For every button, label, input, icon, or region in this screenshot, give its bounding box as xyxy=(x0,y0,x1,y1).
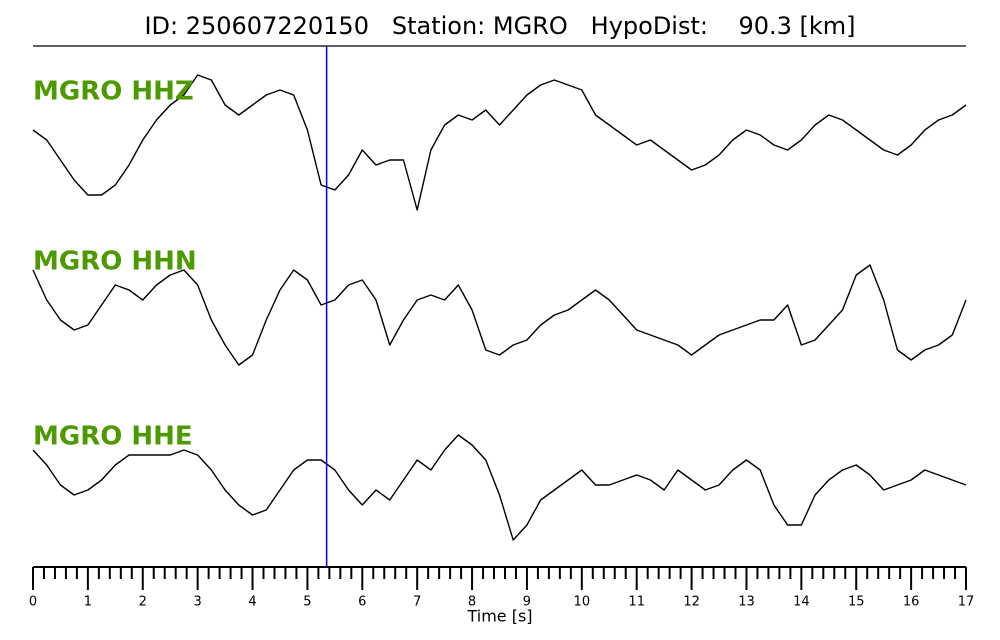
trace-label: MGRO HHZ xyxy=(33,77,194,107)
x-tick-label: 1 xyxy=(84,595,92,610)
trace-label: MGRO HHN xyxy=(33,247,197,277)
x-axis-label: Time [s] xyxy=(466,607,532,626)
x-tick-label: 12 xyxy=(683,595,700,610)
x-tick-label: 3 xyxy=(194,595,202,610)
trace-label: MGRO HHE xyxy=(33,422,193,452)
x-tick-label: 2 xyxy=(139,595,147,610)
x-tick-label: 5 xyxy=(303,595,311,610)
x-tick-label: 17 xyxy=(958,595,975,610)
x-tick-label: 13 xyxy=(738,595,755,610)
chart-title: ID: 250607220150 Station: MGRO HypoDist:… xyxy=(144,12,855,40)
x-tick-label: 14 xyxy=(793,595,810,610)
waveform xyxy=(32,434,967,541)
x-tick-label: 8 xyxy=(468,595,476,610)
x-tick-label: 9 xyxy=(523,595,531,610)
x-tick-label: 11 xyxy=(628,595,645,610)
x-tick-label: 15 xyxy=(848,595,865,610)
x-tick-label: 0 xyxy=(29,595,37,610)
waveform xyxy=(32,74,967,211)
x-tick-label: 10 xyxy=(574,595,591,610)
waveform xyxy=(32,264,967,366)
x-tick-label: 6 xyxy=(358,595,366,610)
x-tick-label: 7 xyxy=(413,595,421,610)
x-tick-label: 16 xyxy=(903,595,920,610)
x-tick-label: 4 xyxy=(248,595,256,610)
